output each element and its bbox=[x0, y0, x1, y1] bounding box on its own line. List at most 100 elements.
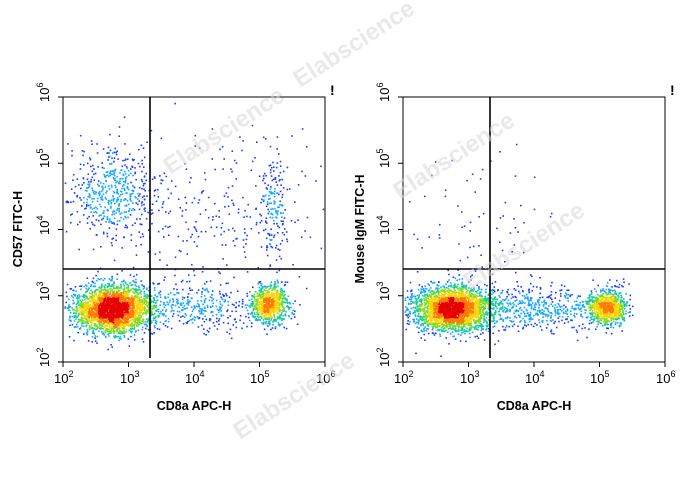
event-dot bbox=[120, 212, 123, 214]
event-dot bbox=[134, 314, 136, 317]
event-dot bbox=[263, 285, 266, 288]
event-dot bbox=[131, 324, 134, 326]
event-dot bbox=[222, 168, 224, 170]
event-dot bbox=[125, 211, 127, 213]
event-dot bbox=[85, 324, 88, 327]
event-dot bbox=[146, 296, 149, 298]
event-dot bbox=[207, 331, 210, 333]
event-dot bbox=[88, 324, 91, 327]
event-dot bbox=[80, 199, 82, 201]
event-dot bbox=[278, 299, 281, 301]
event-dot bbox=[81, 295, 84, 297]
event-dot bbox=[184, 313, 186, 315]
event-dot bbox=[276, 192, 278, 194]
event-dot bbox=[132, 307, 134, 309]
event-dot bbox=[141, 233, 144, 235]
event-dot bbox=[183, 307, 186, 310]
event-dot bbox=[421, 247, 423, 249]
event-dot bbox=[116, 305, 118, 308]
event-dot bbox=[261, 313, 263, 315]
event-dot bbox=[174, 304, 177, 307]
event-dot bbox=[504, 329, 507, 331]
y-tick-label: 105 bbox=[35, 149, 52, 168]
event-dot bbox=[278, 153, 280, 155]
event-dot bbox=[121, 310, 123, 312]
event-dot bbox=[106, 317, 108, 319]
event-dot bbox=[105, 295, 107, 297]
event-dot bbox=[104, 300, 107, 302]
event-dot bbox=[142, 307, 145, 309]
event-dot bbox=[85, 295, 87, 298]
event-dot bbox=[424, 195, 426, 198]
event-dot bbox=[93, 302, 95, 304]
event-dot bbox=[269, 264, 272, 266]
event-dot bbox=[112, 200, 115, 202]
event-dot bbox=[213, 325, 216, 327]
event-dot bbox=[160, 137, 163, 140]
event-dot bbox=[228, 333, 231, 335]
event-dot bbox=[153, 176, 156, 178]
event-dot bbox=[104, 186, 106, 188]
event-dot bbox=[534, 322, 536, 325]
event-dot bbox=[87, 183, 89, 186]
event-dot bbox=[138, 187, 141, 189]
event-dot bbox=[124, 313, 126, 316]
event-dot bbox=[78, 294, 80, 296]
event-dot bbox=[255, 306, 258, 308]
event-dot bbox=[100, 289, 102, 292]
event-dot bbox=[144, 210, 146, 212]
event-dot bbox=[147, 306, 150, 308]
event-dot bbox=[110, 221, 113, 223]
event-dot bbox=[146, 320, 149, 323]
event-dot bbox=[273, 195, 276, 198]
event-dot bbox=[95, 324, 98, 326]
event-dot bbox=[304, 175, 307, 177]
event-dot bbox=[194, 316, 197, 319]
event-dot bbox=[180, 316, 182, 318]
event-dot bbox=[470, 279, 472, 281]
event-dot bbox=[116, 180, 119, 183]
event-dot bbox=[106, 309, 109, 312]
event-dot bbox=[504, 317, 507, 319]
event-dot bbox=[200, 230, 203, 233]
axis-ticks-left bbox=[58, 96, 326, 367]
event-dot bbox=[120, 303, 123, 305]
event-dot bbox=[130, 323, 133, 325]
event-dot bbox=[98, 297, 101, 299]
event-dot bbox=[104, 293, 106, 295]
event-dot bbox=[279, 178, 281, 181]
event-dot bbox=[121, 291, 124, 294]
event-dot bbox=[268, 313, 271, 316]
event-dot bbox=[140, 202, 143, 204]
event-dot bbox=[128, 312, 130, 315]
event-dot bbox=[262, 323, 265, 325]
event-dot bbox=[70, 188, 73, 190]
event-dot bbox=[119, 321, 121, 324]
event-dot bbox=[92, 285, 95, 288]
event-dot bbox=[135, 309, 138, 312]
event-dot bbox=[103, 330, 106, 333]
event-dot bbox=[258, 303, 260, 305]
event-dot bbox=[158, 328, 161, 331]
event-dot bbox=[212, 219, 214, 221]
event-dot bbox=[112, 319, 114, 322]
event-dot bbox=[125, 300, 127, 303]
event-dot bbox=[93, 292, 96, 295]
event-dot bbox=[133, 323, 135, 326]
event-dot bbox=[102, 193, 105, 196]
event-dot bbox=[260, 287, 262, 290]
event-dot bbox=[275, 212, 278, 214]
event-dot bbox=[162, 314, 165, 317]
event-dot bbox=[143, 308, 146, 311]
event-dot bbox=[282, 170, 285, 173]
event-dot bbox=[478, 245, 480, 247]
event-dot bbox=[281, 232, 284, 234]
event-dot bbox=[504, 201, 507, 204]
event-dot bbox=[200, 300, 202, 302]
event-dot bbox=[113, 169, 115, 172]
event-dot bbox=[133, 328, 135, 330]
event-dot bbox=[114, 147, 117, 150]
event-dot bbox=[264, 289, 266, 292]
event-dot bbox=[187, 302, 190, 304]
event-dot bbox=[202, 287, 204, 290]
